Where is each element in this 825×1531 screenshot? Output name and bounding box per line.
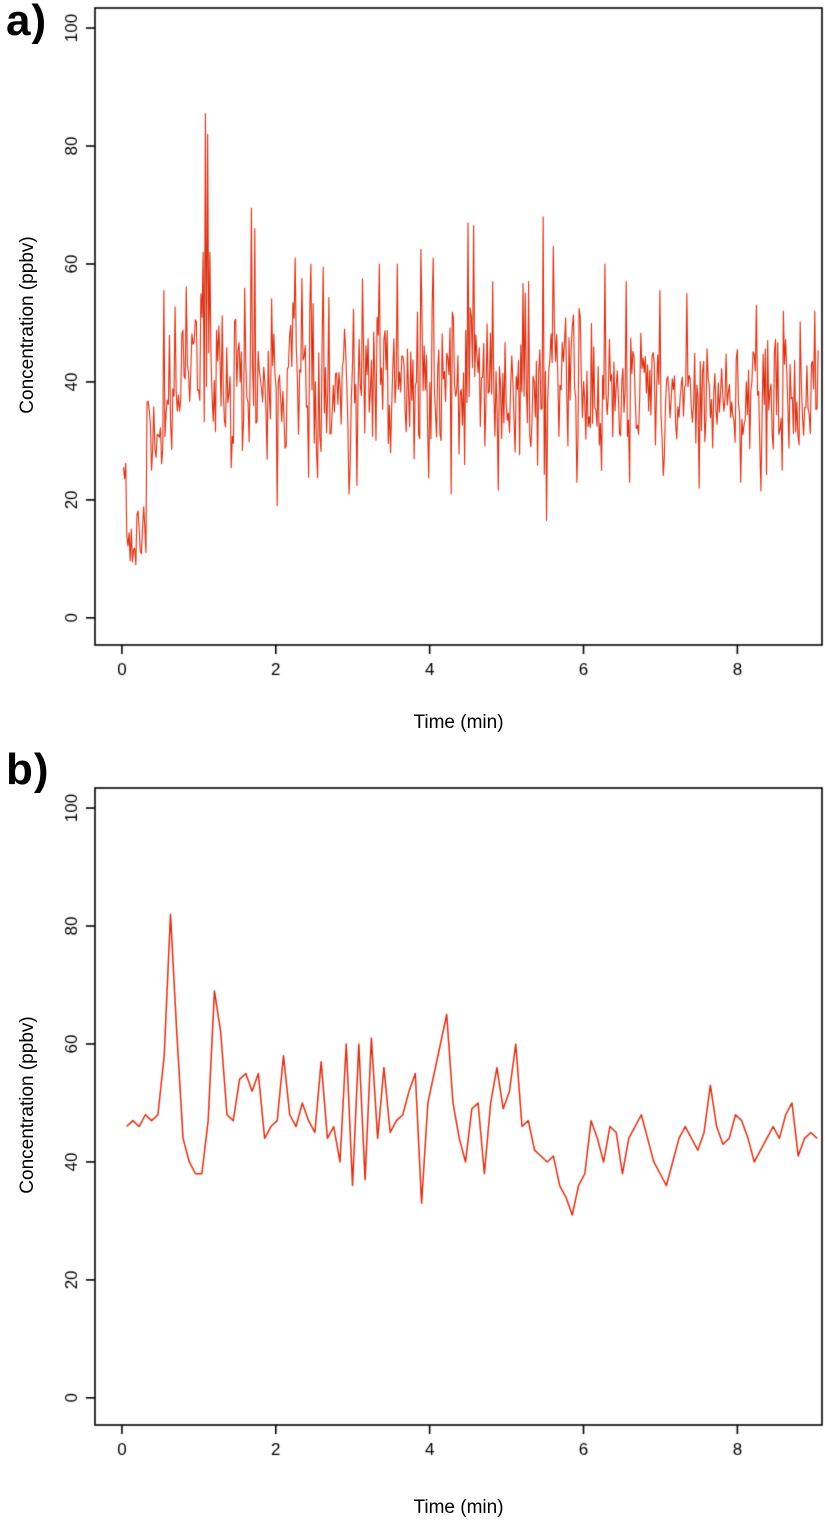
panel-a: a) Concentration (ppbv) Time (min): [0, 0, 825, 745]
chart-canvas-b: [0, 745, 825, 1531]
panel-b-x-axis-title: Time (min): [413, 1497, 504, 1518]
panel-b: b) Concentration (ppbv) Time (min): [0, 745, 825, 1531]
panel-b-y-axis-title: Concentration (ppbv): [17, 1016, 38, 1194]
chart-canvas-a: [0, 0, 825, 745]
panel-a-y-axis-title: Concentration (ppbv): [17, 236, 38, 414]
panel-a-label: a): [6, 0, 48, 45]
panel-a-x-axis-title: Time (min): [413, 712, 504, 733]
panel-b-label: b): [6, 745, 50, 794]
